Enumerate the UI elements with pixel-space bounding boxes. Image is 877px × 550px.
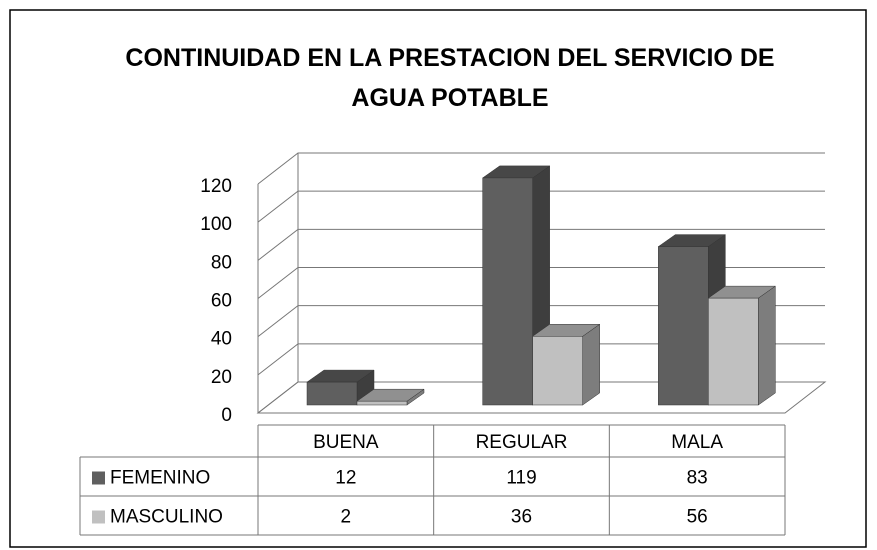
legend-swatch xyxy=(92,471,105,485)
grid-line xyxy=(257,228,825,261)
y-tick-label: 0 xyxy=(221,405,232,426)
x-tick-label: REGULAR xyxy=(476,432,568,453)
bar xyxy=(306,369,375,406)
legend-label: FEMENINO xyxy=(110,468,210,489)
bar xyxy=(481,165,551,406)
legend-label: MASCULINO xyxy=(110,507,223,528)
bar-front xyxy=(658,246,709,406)
table-value: 36 xyxy=(511,507,532,528)
bar-front xyxy=(482,177,533,406)
grid-line xyxy=(257,343,825,376)
bar-front xyxy=(306,381,358,406)
y-tick-label: 40 xyxy=(211,329,232,350)
bar-front xyxy=(532,336,583,406)
x-tick-label: MALA xyxy=(671,432,723,453)
y-tick-label: 120 xyxy=(200,176,232,197)
y-tick-label: 100 xyxy=(200,214,232,235)
y-tick-label: 60 xyxy=(211,291,232,312)
grid-line xyxy=(257,305,825,338)
table-value: 56 xyxy=(687,507,708,528)
bar xyxy=(356,388,425,406)
legend-swatch xyxy=(92,510,105,524)
chart-title: CONTINUIDAD EN LA PRESTACION DEL SERVICI… xyxy=(125,44,775,112)
x-tick-label: BUENA xyxy=(313,432,379,453)
table-value: 2 xyxy=(341,507,352,528)
grid-line xyxy=(257,152,825,185)
bar-side xyxy=(582,323,600,406)
bar-side xyxy=(758,285,776,406)
bar xyxy=(707,285,777,406)
table-value: 12 xyxy=(335,468,356,489)
y-tick-label: 20 xyxy=(211,367,232,388)
bar-front xyxy=(708,297,759,406)
y-tick-label: 80 xyxy=(211,252,232,273)
grid-line xyxy=(257,381,825,414)
bar xyxy=(531,323,601,406)
grid-line xyxy=(257,267,825,299)
bar-front xyxy=(356,400,408,406)
grid-line xyxy=(257,190,825,223)
table-value: 83 xyxy=(687,468,708,489)
table-value: 119 xyxy=(506,468,536,489)
